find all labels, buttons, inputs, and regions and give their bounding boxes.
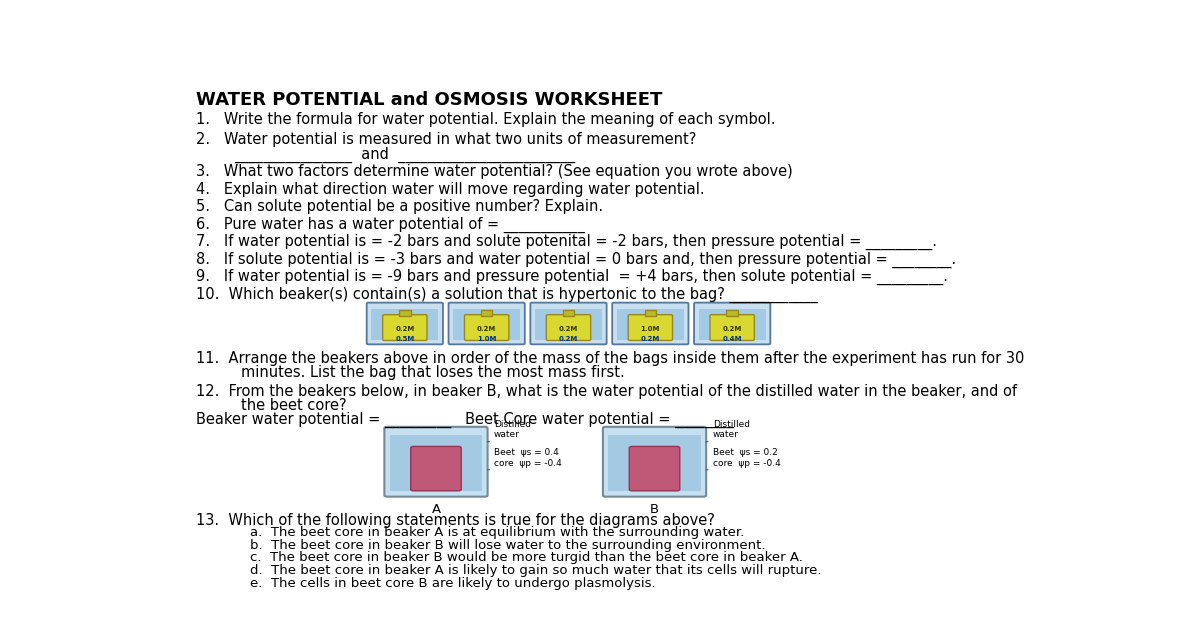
Text: e.  The cells in beet core B are likely to undergo plasmolysis.: e. The cells in beet core B are likely t… [251, 576, 656, 590]
Bar [400, 311, 410, 316]
Text: 0.2M: 0.2M [722, 326, 742, 332]
Text: 1.0M: 1.0M [476, 336, 497, 341]
Text: minutes. List the bag that loses the most mass first.: minutes. List the bag that loses the mos… [241, 365, 625, 380]
FancyBboxPatch shape [367, 302, 443, 345]
Text: 4.   Explain what direction water will move regarding water potential.: 4. Explain what direction water will mov… [197, 182, 706, 197]
Bar [617, 309, 684, 340]
Bar [454, 309, 520, 340]
Text: 13.  Which of the following statements is true for the diagrams above?: 13. Which of the following statements is… [197, 513, 715, 528]
Text: 0.5M: 0.5M [395, 336, 414, 341]
Text: 5.   Can solute potential be a positive number? Explain.: 5. Can solute potential be a positive nu… [197, 199, 604, 214]
Text: 11.  Arrange the beakers above in order of the mass of the bags inside them afte: 11. Arrange the beakers above in order o… [197, 351, 1025, 366]
Text: A: A [432, 503, 440, 516]
FancyBboxPatch shape [530, 302, 607, 345]
Bar [726, 311, 738, 316]
Bar [563, 311, 574, 316]
FancyBboxPatch shape [384, 427, 487, 496]
Bar [644, 311, 656, 316]
FancyBboxPatch shape [546, 314, 590, 340]
Text: 0.2M: 0.2M [395, 326, 414, 332]
Bar [608, 435, 701, 491]
Text: Beet  ψs = 0.2
core  ψp = -0.4: Beet ψs = 0.2 core ψp = -0.4 [713, 449, 780, 468]
Text: 0.2M: 0.2M [559, 336, 578, 341]
FancyBboxPatch shape [629, 447, 679, 491]
Text: Distilled
water: Distilled water [494, 420, 532, 439]
Text: b.  The beet core in beaker B will lose water to the surrounding environment.: b. The beet core in beaker B will lose w… [251, 539, 766, 552]
Text: 0.2M: 0.2M [478, 326, 497, 332]
Text: WATER POTENTIAL and OSMOSIS WORKSHEET: WATER POTENTIAL and OSMOSIS WORKSHEET [197, 91, 662, 109]
Text: d.  The beet core in beaker A is likely to gain so much water that its cells wil: d. The beet core in beaker A is likely t… [251, 564, 822, 577]
Text: 0.4M: 0.4M [722, 336, 742, 341]
Text: 3.   What two factors determine water potential? (See equation you wrote above): 3. What two factors determine water pote… [197, 164, 793, 180]
FancyBboxPatch shape [602, 427, 706, 496]
Text: 7.   If water potential is = -2 bars and solute potenital = -2 bars, then pressu: 7. If water potential is = -2 bars and s… [197, 234, 937, 251]
Text: 12.  From the beakers below, in beaker B, what is the water potential of the dis: 12. From the beakers below, in beaker B,… [197, 384, 1018, 399]
Text: B: B [650, 503, 659, 516]
Text: a.  The beet core in beaker A is at equilibrium with the surrounding water.: a. The beet core in beaker A is at equil… [251, 526, 745, 539]
FancyBboxPatch shape [383, 314, 427, 340]
Text: 8.   If solute potential is = -3 bars and water potential = 0 bars and, then pre: 8. If solute potential is = -3 bars and … [197, 252, 956, 268]
FancyBboxPatch shape [464, 314, 509, 340]
Bar [481, 311, 492, 316]
Text: ________________  and  ________________________: ________________ and ___________________… [234, 147, 575, 163]
FancyBboxPatch shape [449, 302, 524, 345]
Bar [390, 435, 482, 491]
FancyBboxPatch shape [410, 447, 461, 491]
Text: the beet core?: the beet core? [241, 398, 347, 413]
Bar [371, 309, 438, 340]
Text: 1.   Write the formula for water potential. Explain the meaning of each symbol.: 1. Write the formula for water potential… [197, 112, 776, 127]
Text: 6.   Pure water has a water potential of = ___________: 6. Pure water has a water potential of =… [197, 217, 586, 233]
Text: c.  The beet core in beaker B would be more turgid than the beet core in beaker : c. The beet core in beaker B would be mo… [251, 551, 803, 564]
Bar [535, 309, 602, 340]
FancyBboxPatch shape [710, 314, 755, 340]
Text: 0.2M: 0.2M [559, 326, 578, 332]
Text: 1.0M: 1.0M [641, 326, 660, 332]
FancyBboxPatch shape [612, 302, 689, 345]
Text: Beet  ψs = 0.4
core  ψp = -0.4: Beet ψs = 0.4 core ψp = -0.4 [494, 449, 562, 468]
Text: 0.2M: 0.2M [641, 336, 660, 341]
FancyBboxPatch shape [694, 302, 770, 345]
Text: 9.   If water potential is = -9 bars and pressure potential  = +4 bars, then sol: 9. If water potential is = -9 bars and p… [197, 269, 948, 285]
Text: 10.  Which beaker(s) contain(s) a solution that is hypertonic to the bag? ______: 10. Which beaker(s) contain(s) a solutio… [197, 287, 818, 303]
FancyBboxPatch shape [628, 314, 672, 340]
Text: 2.   Water potential is measured in what two units of measurement?: 2. Water potential is measured in what t… [197, 132, 697, 147]
Bar [698, 309, 766, 340]
Text: Beaker water potential = _________   Beet Core water potential = ________: Beaker water potential = _________ Beet … [197, 412, 734, 428]
Text: Distilled
water: Distilled water [713, 420, 750, 439]
